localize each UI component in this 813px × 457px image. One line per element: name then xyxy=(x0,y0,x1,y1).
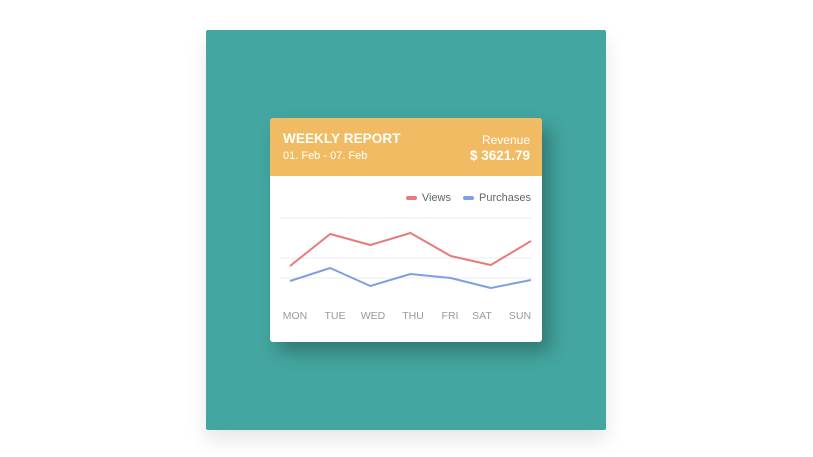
series-line-views xyxy=(289,232,532,267)
data-point-views-thu[interactable] xyxy=(408,230,414,236)
line-chart: MON TUE WED THU FRI SAT SUN xyxy=(280,217,534,322)
data-point-views-wed[interactable] xyxy=(367,242,373,248)
data-point-views-tue[interactable] xyxy=(327,231,333,237)
data-point-purchases-mon[interactable] xyxy=(287,278,293,284)
legend-label-purchases: Purchases xyxy=(479,192,531,204)
report-date-range: 01. Feb - 07. Feb xyxy=(283,150,368,162)
chart-legend: Views Purchases xyxy=(394,192,531,204)
data-point-views-fri[interactable] xyxy=(448,253,454,259)
card-header: WEEKLY REPORT 01. Feb - 07. Feb Revenue … xyxy=(270,118,542,176)
data-point-views-sat[interactable] xyxy=(488,262,494,268)
data-point-views-sun[interactable] xyxy=(528,238,534,244)
legend-item-purchases[interactable]: Purchases xyxy=(463,192,531,204)
series-line-purchases xyxy=(289,267,532,289)
data-point-purchases-fri[interactable] xyxy=(448,275,454,281)
data-point-purchases-tue[interactable] xyxy=(327,265,333,271)
data-point-purchases-wed[interactable] xyxy=(367,283,373,289)
x-tick-label-fri: FRI xyxy=(442,310,459,322)
data-point-views-mon[interactable] xyxy=(287,263,293,269)
x-tick-label-thu: THU xyxy=(402,310,424,322)
legend-swatch-views xyxy=(405,196,417,200)
legend-swatch-purchases xyxy=(463,196,475,200)
revenue-value: $ 3621.79 xyxy=(469,148,530,163)
revenue-label: Revenue xyxy=(481,133,530,147)
x-tick-label-sun: SUN xyxy=(509,310,531,322)
report-title: WEEKLY REPORT xyxy=(283,131,401,146)
weekly-report-card: WEEKLY REPORT 01. Feb - 07. Feb Revenue … xyxy=(270,118,542,342)
legend-item-views[interactable]: Views xyxy=(405,192,452,204)
x-tick-label-mon: MON xyxy=(283,310,308,322)
x-tick-label-wed: WED xyxy=(361,310,386,322)
x-tick-label-sat: SAT xyxy=(472,310,492,322)
data-point-purchases-thu[interactable] xyxy=(408,271,414,277)
data-point-purchases-sun[interactable] xyxy=(528,277,534,283)
x-tick-label-tue: TUE xyxy=(325,310,346,322)
data-point-purchases-sat[interactable] xyxy=(488,285,494,291)
legend-label-views: Views xyxy=(421,192,452,204)
